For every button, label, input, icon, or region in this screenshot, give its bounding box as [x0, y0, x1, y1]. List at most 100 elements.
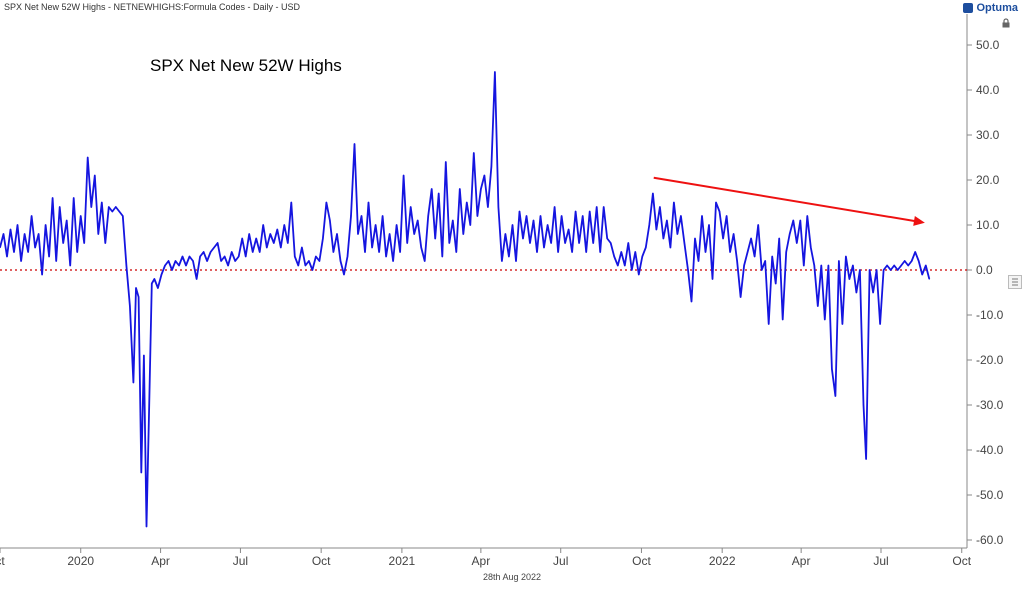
data-point	[48, 255, 50, 258]
data-point	[283, 224, 285, 226]
data-point	[34, 246, 36, 249]
data-point	[733, 233, 735, 235]
data-point	[778, 237, 780, 240]
data-point	[634, 251, 636, 253]
optuma-logo-icon	[963, 3, 974, 13]
data-point	[41, 273, 43, 276]
data-point	[480, 188, 482, 190]
data-point	[736, 260, 738, 262]
data-point	[332, 251, 334, 253]
data-point	[718, 210, 721, 213]
y-tick-label: -30.0	[976, 398, 1004, 412]
data-point	[525, 215, 528, 217]
data-point	[872, 291, 874, 294]
data-point	[167, 260, 170, 262]
data-point	[248, 233, 250, 235]
data-point	[87, 156, 89, 159]
data-point	[115, 206, 117, 208]
data-point	[585, 251, 587, 253]
data-point	[701, 215, 703, 217]
y-tick-label: 10.0	[976, 218, 1000, 232]
data-point	[360, 215, 363, 217]
data-point	[782, 318, 784, 321]
data-point	[66, 219, 68, 222]
data-point	[441, 255, 443, 258]
data-point	[627, 242, 629, 244]
data-point	[803, 264, 805, 267]
data-point	[160, 273, 163, 276]
data-point	[427, 215, 429, 217]
data-point	[97, 233, 99, 235]
data-point	[669, 246, 672, 249]
settings-icon[interactable]	[1008, 275, 1022, 289]
data-point	[181, 255, 184, 258]
data-point	[364, 251, 366, 253]
data-point	[568, 228, 570, 231]
data-point	[483, 174, 485, 177]
data-point	[571, 251, 573, 253]
data-point	[410, 206, 412, 208]
data-point	[122, 215, 124, 217]
data-point	[385, 255, 387, 258]
data-point	[680, 215, 682, 217]
data-point	[589, 210, 591, 213]
data-point	[582, 215, 584, 217]
x-tick-label: ct	[0, 554, 5, 568]
y-tick-label: -50.0	[976, 488, 1004, 502]
data-point	[515, 260, 517, 262]
y-axis: 50.0 40.0 30.0 20.0 10.0 0.0 -10.0 -20.0 -30.0 -4…	[967, 38, 1004, 547]
data-point	[789, 233, 791, 235]
data-point	[255, 237, 257, 240]
data-point	[715, 201, 717, 204]
plot-frame	[0, 14, 968, 549]
data-point	[196, 278, 198, 280]
data-point	[111, 210, 113, 213]
data-point	[529, 242, 531, 244]
data-point	[6, 255, 8, 258]
data-point	[768, 323, 770, 325]
data-point	[171, 269, 173, 271]
data-point	[928, 278, 930, 280]
data-point	[2, 233, 5, 235]
lock-icon[interactable]	[1001, 18, 1011, 28]
data-point	[322, 237, 324, 240]
data-point	[827, 264, 830, 267]
data-point	[543, 246, 545, 249]
data-point	[890, 269, 892, 271]
data-point	[199, 255, 201, 258]
data-point	[743, 264, 745, 267]
data-point	[0, 246, 1, 249]
x-tick-label: Jul	[553, 554, 568, 568]
data-point	[164, 264, 166, 267]
x-tick-label: Jul	[233, 554, 248, 568]
data-point	[325, 201, 327, 204]
data-point	[494, 71, 496, 73]
data-point	[785, 251, 787, 253]
x-tick-label: 2020	[67, 554, 94, 568]
data-point	[722, 237, 724, 240]
y-tick-label: 40.0	[976, 83, 1000, 97]
x-tick-label: Oct	[312, 554, 331, 568]
data-point	[339, 260, 342, 262]
data-point	[27, 251, 29, 253]
data-point	[476, 215, 478, 217]
data-point	[841, 323, 844, 325]
data-point	[452, 219, 454, 222]
data-point	[83, 242, 85, 244]
data-point	[603, 206, 605, 208]
trend-arrow-line	[653, 176, 920, 223]
data-point	[350, 215, 352, 217]
data-point	[118, 210, 120, 213]
data-point	[550, 242, 552, 244]
data-point	[704, 251, 707, 253]
data-point	[638, 273, 640, 276]
data-point	[31, 215, 33, 217]
data-point	[859, 269, 861, 271]
data-point	[865, 458, 867, 460]
data-point	[652, 192, 654, 195]
data-point	[153, 278, 155, 280]
data-point	[301, 246, 303, 249]
data-point	[694, 237, 696, 240]
data-point	[592, 242, 594, 244]
data-point	[269, 233, 271, 235]
